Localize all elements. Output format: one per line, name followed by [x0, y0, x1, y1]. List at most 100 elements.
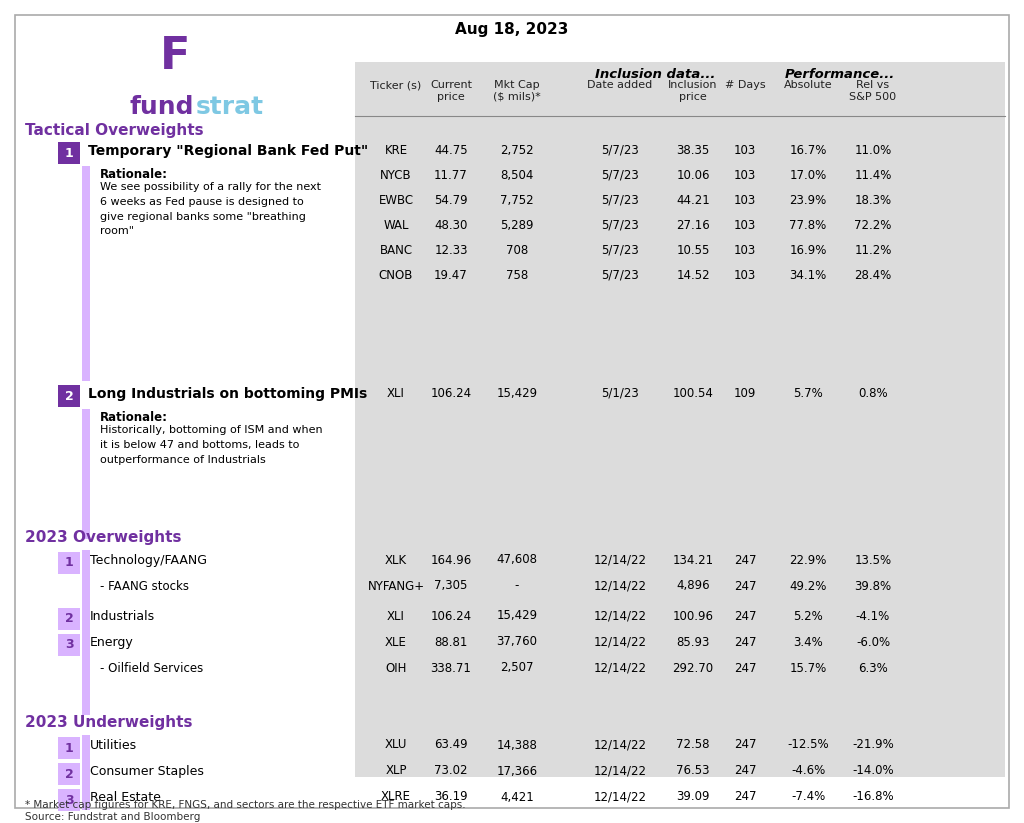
Text: Date added: Date added [588, 80, 652, 90]
Text: OIH: OIH [385, 662, 407, 675]
Text: 38.35: 38.35 [677, 143, 710, 156]
Text: Technology/FAANG: Technology/FAANG [90, 554, 207, 567]
Text: XLU: XLU [385, 738, 408, 751]
Text: 247: 247 [734, 662, 757, 675]
Text: -21.9%: -21.9% [852, 738, 894, 751]
Text: 54.79: 54.79 [434, 193, 468, 207]
Text: 5/7/23: 5/7/23 [601, 143, 639, 156]
Bar [58, 552, 80, 574]
Text: Rationale:: Rationale: [100, 411, 168, 424]
Text: 17,366: 17,366 [497, 765, 538, 778]
Text: 5/7/23: 5/7/23 [601, 218, 639, 231]
Text: 247: 247 [734, 635, 757, 649]
Bar [58, 737, 80, 759]
Text: 2: 2 [65, 768, 74, 780]
Text: 27.16: 27.16 [676, 218, 710, 231]
Bar [82, 409, 90, 539]
Text: 100.54: 100.54 [673, 387, 714, 399]
Text: 247: 247 [734, 579, 757, 593]
Text: Inclusion
price: Inclusion price [669, 80, 718, 101]
Text: NYCB: NYCB [380, 169, 412, 182]
Text: 13.5%: 13.5% [854, 554, 892, 566]
Text: 39.09: 39.09 [676, 791, 710, 803]
Text: 12.33: 12.33 [434, 244, 468, 257]
Text: 12/14/22: 12/14/22 [594, 738, 646, 751]
Text: 5.2%: 5.2% [794, 610, 823, 622]
Text: * Market cap figures for KRE, FNGS, and sectors are the respective ETF market ca: * Market cap figures for KRE, FNGS, and … [25, 800, 466, 810]
Text: NYFANG+: NYFANG+ [368, 579, 425, 593]
Text: 708: 708 [506, 244, 528, 257]
Text: 5/7/23: 5/7/23 [601, 169, 639, 182]
Text: 10.55: 10.55 [676, 244, 710, 257]
Text: -7.4%: -7.4% [791, 791, 825, 803]
Text: 18.3%: 18.3% [854, 193, 892, 207]
Text: 19.47: 19.47 [434, 268, 468, 281]
Text: 14.52: 14.52 [676, 268, 710, 281]
Text: 292.70: 292.70 [673, 662, 714, 675]
Text: - FAANG stocks: - FAANG stocks [100, 580, 189, 593]
Text: 106.24: 106.24 [430, 610, 472, 622]
Bar [58, 608, 80, 630]
Text: 72.58: 72.58 [676, 738, 710, 751]
Text: XLK: XLK [385, 554, 408, 566]
Text: 2: 2 [65, 612, 74, 625]
Text: 77.8%: 77.8% [790, 218, 826, 231]
Text: 5/1/23: 5/1/23 [601, 387, 639, 399]
Text: 0.8%: 0.8% [858, 387, 888, 399]
Text: CNOB: CNOB [379, 268, 414, 281]
Text: 7,305: 7,305 [434, 579, 468, 593]
Text: 1: 1 [65, 556, 74, 570]
Text: XLP: XLP [385, 765, 407, 778]
Text: Absolute: Absolute [783, 80, 833, 90]
Text: 22.9%: 22.9% [790, 554, 826, 566]
Text: 47,608: 47,608 [497, 554, 538, 566]
Text: 103: 103 [734, 268, 756, 281]
Text: 134.21: 134.21 [673, 554, 714, 566]
Text: 76.53: 76.53 [676, 765, 710, 778]
Text: 14,388: 14,388 [497, 738, 538, 751]
Bar [82, 550, 90, 715]
Text: 36.19: 36.19 [434, 791, 468, 803]
Text: 15,429: 15,429 [497, 610, 538, 622]
Text: 72.2%: 72.2% [854, 218, 892, 231]
Text: 247: 247 [734, 765, 757, 778]
Text: 49.2%: 49.2% [790, 579, 826, 593]
Text: 3.4%: 3.4% [794, 635, 823, 649]
Bar [58, 142, 80, 164]
Text: 100.96: 100.96 [673, 610, 714, 622]
Text: WAL: WAL [383, 218, 409, 231]
Text: Temporary "Regional Bank Fed Put": Temporary "Regional Bank Fed Put" [88, 144, 369, 158]
Text: 37,760: 37,760 [497, 635, 538, 649]
Text: Historically, bottoming of ISM and when
it is below 47 and bottoms, leads to
out: Historically, bottoming of ISM and when … [100, 425, 323, 465]
Text: 11.77: 11.77 [434, 169, 468, 182]
Text: 247: 247 [734, 791, 757, 803]
Text: 12/14/22: 12/14/22 [594, 635, 646, 649]
Text: BANC: BANC [380, 244, 413, 257]
Bar [58, 385, 80, 407]
Bar [58, 763, 80, 785]
Text: XLI: XLI [387, 387, 404, 399]
Text: 3: 3 [65, 639, 74, 652]
Text: 103: 103 [734, 193, 756, 207]
Text: 7,752: 7,752 [500, 193, 534, 207]
Text: 5/7/23: 5/7/23 [601, 268, 639, 281]
Text: 28.4%: 28.4% [854, 268, 892, 281]
Text: 338.71: 338.71 [430, 662, 471, 675]
Text: Utilities: Utilities [90, 739, 137, 752]
Text: XLRE: XLRE [381, 791, 411, 803]
Text: # Days: # Days [725, 80, 765, 90]
Bar [58, 789, 80, 811]
Text: Energy: Energy [90, 636, 134, 649]
Text: Current
price: Current price [430, 80, 472, 101]
Text: 164.96: 164.96 [430, 554, 472, 566]
Text: Rel vs
S&P 500: Rel vs S&P 500 [850, 80, 897, 101]
Text: - Oilfield Services: - Oilfield Services [100, 662, 203, 675]
Text: 12/14/22: 12/14/22 [594, 791, 646, 803]
Text: 16.7%: 16.7% [790, 143, 826, 156]
Text: 5/7/23: 5/7/23 [601, 193, 639, 207]
Text: 3: 3 [65, 793, 74, 807]
Text: 11.2%: 11.2% [854, 244, 892, 257]
Text: 2023 Overweights: 2023 Overweights [25, 530, 181, 545]
Text: 23.9%: 23.9% [790, 193, 826, 207]
Text: -16.8%: -16.8% [852, 791, 894, 803]
